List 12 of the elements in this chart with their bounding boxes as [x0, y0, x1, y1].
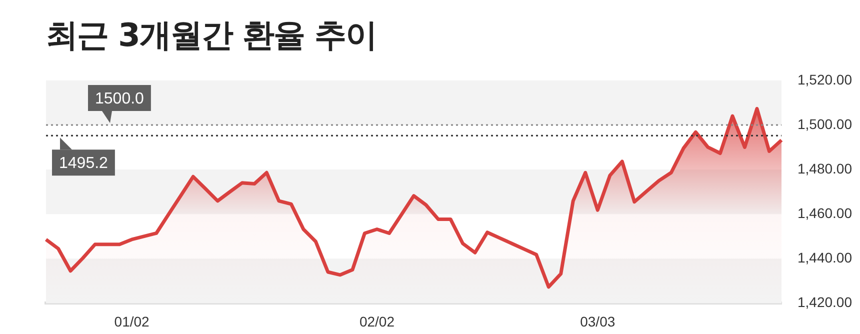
chart-title: 최근 3개월간 환율 추이 [46, 15, 377, 56]
x-tick-label: 03/03 [580, 313, 616, 330]
y-tick-label: 1,480.00 [798, 160, 852, 176]
ref-line-label: 1495.2 [59, 155, 108, 172]
y-tick-label: 1,440.00 [798, 250, 852, 266]
y-tick-label: 1,420.00 [798, 294, 852, 310]
ref-line-label: 1500.0 [95, 90, 144, 108]
y-tick-label: 1,460.00 [798, 204, 852, 221]
y-tick-label: 1,500.00 [798, 116, 852, 132]
y-tick-label: 1,520.00 [798, 71, 852, 88]
x-tick-label: 02/02 [359, 313, 395, 330]
x-tick-label: 01/02 [114, 313, 150, 330]
